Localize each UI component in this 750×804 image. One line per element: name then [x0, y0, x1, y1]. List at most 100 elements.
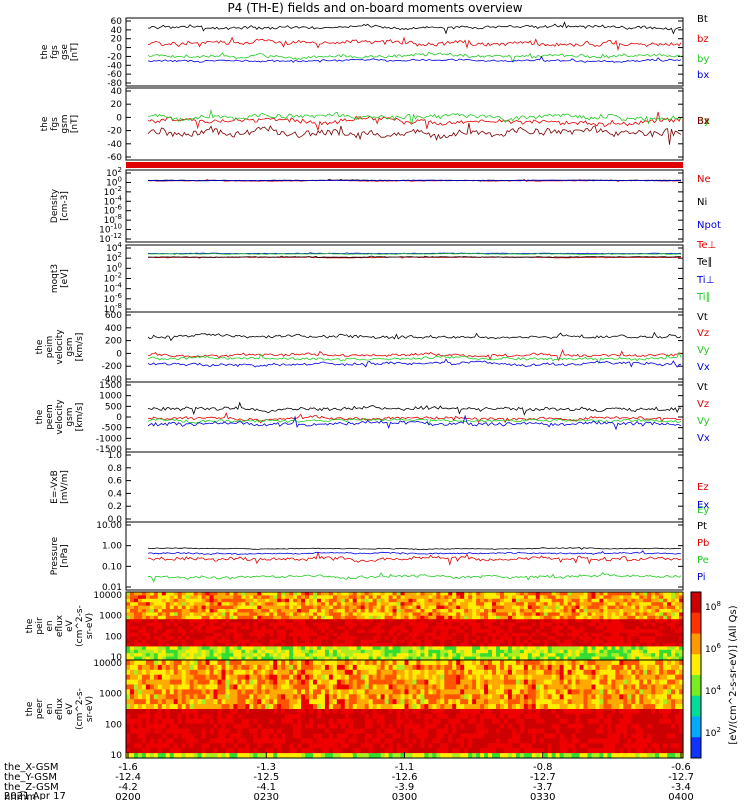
heatmap-cell	[253, 734, 258, 740]
heatmap-cell	[401, 734, 406, 740]
heatmap-cell	[313, 685, 318, 691]
series-Vz-line	[148, 413, 681, 423]
heatmap-cell	[301, 743, 306, 749]
heatmap-cell	[484, 748, 489, 754]
heatmap-cell	[178, 748, 183, 754]
legend-Ez: Ez	[697, 482, 709, 493]
heatmap-cell	[440, 694, 445, 700]
heatmap-cell	[448, 675, 453, 681]
heatmap-cell	[214, 738, 219, 744]
heatmap-cell	[186, 660, 191, 666]
heatmap-cell	[345, 719, 350, 725]
heatmap-cell	[476, 665, 481, 671]
heatmap-cell	[154, 689, 159, 695]
heatmap-cell	[249, 675, 254, 681]
heatmap-cell	[265, 694, 270, 700]
heatmap-cell	[420, 699, 425, 705]
series-Vt-line	[148, 333, 681, 341]
heatmap-cell	[229, 704, 234, 710]
heatmap-cell	[249, 660, 254, 666]
heatmap-cell	[237, 734, 242, 740]
heatmap-cell	[130, 748, 135, 754]
heatmap-cell	[357, 699, 362, 705]
heatmap-cell	[373, 714, 378, 720]
heatmap-cell	[305, 704, 310, 710]
heatmap-cell	[345, 734, 350, 740]
heatmap-cell	[408, 734, 413, 740]
heatmap-cell	[253, 689, 258, 695]
heatmap-cell	[412, 724, 417, 730]
heatmap-cell	[198, 719, 203, 725]
heatmap-cell	[428, 689, 433, 695]
heatmap-cell	[142, 738, 147, 744]
heatmap-cell	[317, 748, 322, 754]
heatmap-cell	[154, 748, 159, 754]
heatmap-cell	[408, 704, 413, 710]
heatmap-cell	[202, 738, 207, 744]
heatmap-cell	[412, 675, 417, 681]
heatmap-cell	[405, 680, 410, 686]
heatmap-cell	[424, 680, 429, 686]
heatmap-cell	[393, 704, 398, 710]
heatmap-cell	[138, 738, 143, 744]
heatmap-cell	[198, 665, 203, 671]
heatmap-cell	[476, 660, 481, 666]
heatmap-cell	[448, 699, 453, 705]
heatmap-cell	[158, 748, 163, 754]
heatmap-cell	[405, 670, 410, 676]
heatmap-cell	[301, 675, 306, 681]
heatmap-cell	[301, 724, 306, 730]
heatmap-cell	[257, 709, 262, 715]
heatmap-cell	[134, 694, 139, 700]
heatmap-cell	[162, 670, 167, 676]
heatmap-cell	[130, 714, 135, 720]
heatmap-cell	[158, 743, 163, 749]
heatmap-cell	[420, 748, 425, 754]
heatmap-cell	[261, 689, 266, 695]
heatmap-cell	[452, 675, 457, 681]
heatmap-cell	[297, 709, 302, 715]
ylabel-line: the	[35, 409, 45, 424]
heatmap-cell	[186, 670, 191, 676]
heatmap-cell	[126, 729, 131, 735]
heatmap-cell	[385, 748, 390, 754]
heatmap-cell	[309, 724, 314, 730]
heatmap-cell	[333, 738, 338, 744]
heatmap-cell	[285, 748, 290, 754]
heatmap-cell	[472, 738, 477, 744]
heatmap-cell	[488, 704, 493, 710]
heatmap-cell	[484, 699, 489, 705]
heatmap-cell	[440, 748, 445, 754]
heatmap-cell	[281, 660, 286, 666]
heatmap-cell	[150, 685, 155, 691]
heatmap-cell	[210, 680, 215, 686]
heatmap-cell	[237, 660, 242, 666]
heatmap-cell	[416, 714, 421, 720]
legend-Ne: Ne	[697, 174, 711, 185]
heatmap-cell	[448, 694, 453, 700]
heatmap-cell	[341, 734, 346, 740]
heatmap-cell	[440, 729, 445, 735]
heatmap-cell	[138, 724, 143, 730]
heatmap-cell	[277, 734, 282, 740]
heatmap-cell	[349, 709, 354, 715]
heatmap-cell	[301, 680, 306, 686]
heatmap-cell	[297, 748, 302, 754]
heatmap-cell	[313, 665, 318, 671]
heatmap-cell	[337, 748, 342, 754]
heatmap-cell	[174, 680, 179, 686]
heatmap-cell	[397, 704, 402, 710]
heatmap-cell	[353, 738, 358, 744]
heatmap-cell	[225, 724, 230, 730]
heatmap-cell	[261, 704, 266, 710]
heatmap-cell	[436, 704, 441, 710]
heatmap-cell	[452, 699, 457, 705]
heatmap-cell	[432, 704, 437, 710]
heatmap-cell	[385, 660, 390, 666]
heatmap-cell	[245, 680, 250, 686]
heatmap-cell	[480, 680, 485, 686]
heatmap-cell	[221, 719, 226, 725]
heatmap-cell	[261, 699, 266, 705]
heatmap-cell	[460, 660, 465, 666]
heatmap-cell	[265, 738, 270, 744]
